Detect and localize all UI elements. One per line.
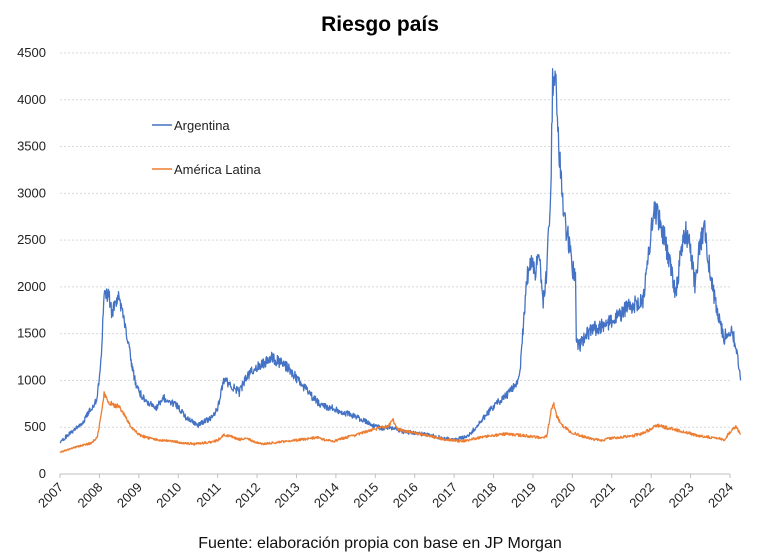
y-tick-label: 0 (39, 466, 46, 481)
x-tick-label: 2012 (232, 480, 263, 511)
series-line-amrica-latina (59, 391, 742, 454)
x-tick-label: 2007 (35, 480, 66, 511)
x-axis-ticks: 2007 2008 2009 2010 2011 2012 2013 2014 2015 2016… (35, 474, 736, 511)
y-tick-label: 3500 (17, 139, 46, 154)
legend-label-america-latina: América Latina (174, 162, 261, 177)
x-tick-label: 2008 (74, 480, 105, 511)
x-tick-label: 2021 (587, 480, 618, 511)
x-tick-label: 2022 (626, 480, 657, 511)
y-tick-label: 500 (24, 419, 46, 434)
x-tick-label: 2020 (547, 480, 578, 511)
y-tick-label: 3000 (17, 185, 46, 200)
x-tick-label: 2014 (311, 480, 342, 511)
x-tick-label: 2023 (666, 480, 697, 511)
y-tick-label: 1000 (17, 372, 46, 387)
y-tick-label: 2500 (17, 232, 46, 247)
legend: Argentina América Latina (152, 118, 261, 177)
y-tick-label: 4500 (17, 45, 46, 60)
y-tick-label: 2000 (17, 279, 46, 294)
x-tick-label: 2011 (193, 480, 223, 510)
x-tick-label: 2017 (429, 480, 460, 511)
x-tick-label: 2018 (469, 480, 500, 511)
x-tick-label: 2024 (705, 480, 736, 511)
x-tick-label: 2009 (114, 480, 145, 511)
x-tick-label: 2013 (272, 480, 303, 511)
x-tick-label: 2010 (153, 480, 184, 511)
x-tick-label: 2019 (508, 480, 539, 511)
legend-label-argentina: Argentina (174, 118, 230, 133)
chart-title: Riesgo país (321, 13, 439, 36)
x-tick-label: 2015 (350, 480, 381, 511)
y-axis-ticks: 0 500 1000 1500 2000 2500 3000 3500 4000 4500 (17, 45, 46, 481)
source-note: Fuente: elaboración propia con base en J… (198, 535, 562, 552)
series-lines (59, 68, 742, 454)
gridlines (60, 52, 730, 428)
x-tick-label: 2016 (390, 480, 421, 511)
y-tick-label: 1500 (17, 326, 46, 341)
y-tick-label: 4000 (17, 92, 46, 107)
